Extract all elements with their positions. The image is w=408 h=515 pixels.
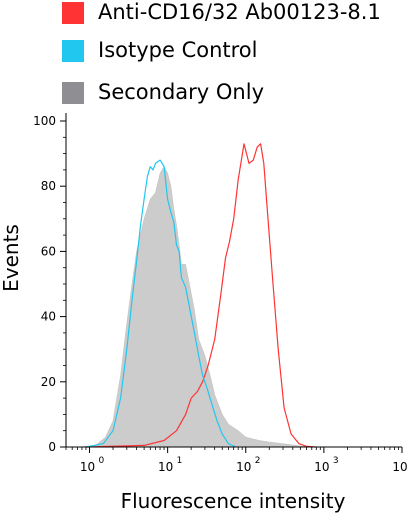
- y-tick-label: 0: [48, 440, 56, 454]
- y-tick-label: 100: [33, 114, 56, 128]
- y-tick-label: 80: [41, 179, 56, 193]
- x-tick-exponent: 2: [255, 456, 261, 466]
- x-tick-label: 10: [392, 460, 407, 474]
- series-layer: [81, 143, 317, 448]
- series-anti-cd16-32-ab00123-8-1-line: [85, 143, 317, 448]
- y-tick-label: 40: [41, 310, 56, 324]
- y-axis-title: Events: [0, 224, 23, 292]
- x-tick-label: 10: [80, 460, 95, 474]
- axes-layer: 020406080100100101102103104: [33, 113, 408, 474]
- x-tick-exponent: 0: [99, 456, 105, 466]
- x-tick-exponent: 1: [177, 456, 183, 466]
- legend-label: Anti-CD16/32 Ab00123-8.1: [98, 0, 381, 24]
- x-tick-label: 10: [236, 460, 251, 474]
- x-tick-label: 10: [314, 460, 329, 474]
- y-tick-label: 20: [41, 375, 56, 389]
- x-tick-exponent: 3: [333, 456, 339, 466]
- y-tick-label: 60: [41, 244, 56, 258]
- legend-label: Isotype Control: [98, 38, 258, 62]
- x-axis-title: Fluorescence intensity: [121, 489, 346, 513]
- legend-swatch-gray: [62, 82, 84, 104]
- legend-label: Secondary Only: [98, 80, 264, 104]
- legend-swatch-cyan: [62, 40, 84, 62]
- series-isotype-control-line: [85, 159, 237, 448]
- legend-swatch-red: [62, 2, 84, 24]
- series-secondary-only-area: [81, 165, 317, 448]
- x-tick-label: 10: [158, 460, 173, 474]
